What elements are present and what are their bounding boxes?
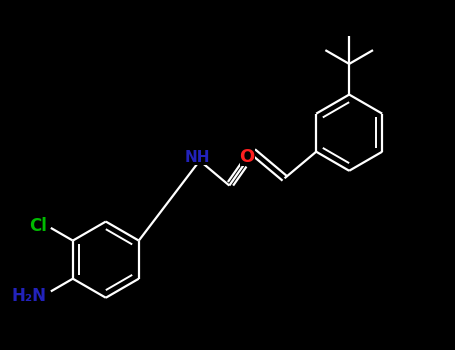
Text: Cl: Cl (29, 217, 46, 235)
Text: NH: NH (185, 150, 211, 166)
Text: O: O (240, 148, 255, 166)
Text: H₂N: H₂N (11, 287, 46, 304)
